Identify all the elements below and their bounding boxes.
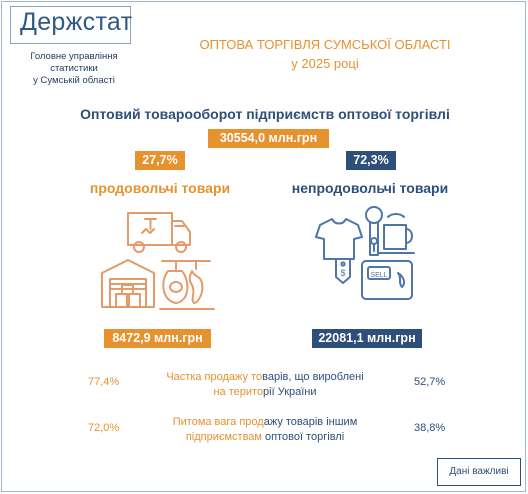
logo: Держстат (20, 8, 133, 36)
logo-box (10, 6, 131, 44)
row1-label-a: Частка продажу то (166, 371, 263, 383)
nonfood-percent-badge: 72,3% (346, 151, 396, 170)
row1-food-value: 77,4% (88, 376, 120, 388)
nonfood-category-label: непродовольчі товари (291, 180, 449, 196)
food-products-icon (159, 260, 215, 310)
nonfood-value-badge: 22081,1 млн.грн (312, 329, 422, 348)
grandfather-clock-icon (365, 206, 383, 256)
title-line-2: у 2025 році (291, 56, 359, 71)
price-tag-icon (335, 258, 351, 284)
row2-label: Питома вага продажу товарів іншим підпри… (150, 415, 380, 445)
row2-label-b: ажу товарів іншим (263, 416, 358, 428)
food-category-label: продовольчі товари (89, 180, 231, 196)
data-important-button[interactable]: Дані важливі (437, 458, 521, 486)
row1-nonfood-value: 52,7% (414, 376, 446, 388)
food-percent-badge: 27,7% (135, 151, 185, 170)
row1-label-d: рії України (263, 386, 317, 398)
agency-line-2: у Сумській області (33, 75, 115, 86)
kettle-icon (377, 213, 415, 254)
title-line-1: ОПТОВА ТОРГІВЛЯ СУМСЬКОЇ ОБЛАСТІ (199, 37, 451, 52)
turnover-subtitle: Оптовий товарооборот підприємств оптової… (80, 106, 450, 122)
delivery-truck-icon (127, 212, 191, 253)
total-turnover-badge: 30554,0 млн.грн (208, 129, 329, 148)
warehouse-icon (101, 259, 155, 308)
agency-name: Головне управління статистики у Сумській… (6, 51, 142, 87)
price-tag-symbol: $ (340, 268, 345, 278)
food-goods-icon (101, 212, 215, 310)
tshirt-icon (315, 218, 363, 260)
sell-tag-text: SELL (370, 272, 387, 279)
row2-label-a: Питома вага прод (172, 416, 264, 428)
nonfood-goods-icon: SELL $ (315, 206, 415, 300)
row2-label-d: оптової торгівлі (261, 431, 345, 443)
row2-label-c: підприємствам (185, 431, 262, 443)
row1-label-b: варів, що вироблені (262, 371, 364, 383)
food-value-badge: 8472,9 млн.грн (104, 329, 211, 348)
row1-label: Частка продажу товарів, що вироблені на … (150, 370, 380, 400)
agency-line-1: Головне управління статистики (30, 51, 118, 74)
row2-nonfood-value: 38,8% (414, 422, 446, 434)
row1-label-c: на терито (213, 386, 264, 398)
page-title: ОПТОВА ТОРГІВЛЯ СУМСЬКОЇ ОБЛАСТІ у 2025 … (165, 35, 485, 73)
row2-food-value: 72,0% (88, 422, 120, 434)
mobile-shop-icon (361, 260, 413, 300)
